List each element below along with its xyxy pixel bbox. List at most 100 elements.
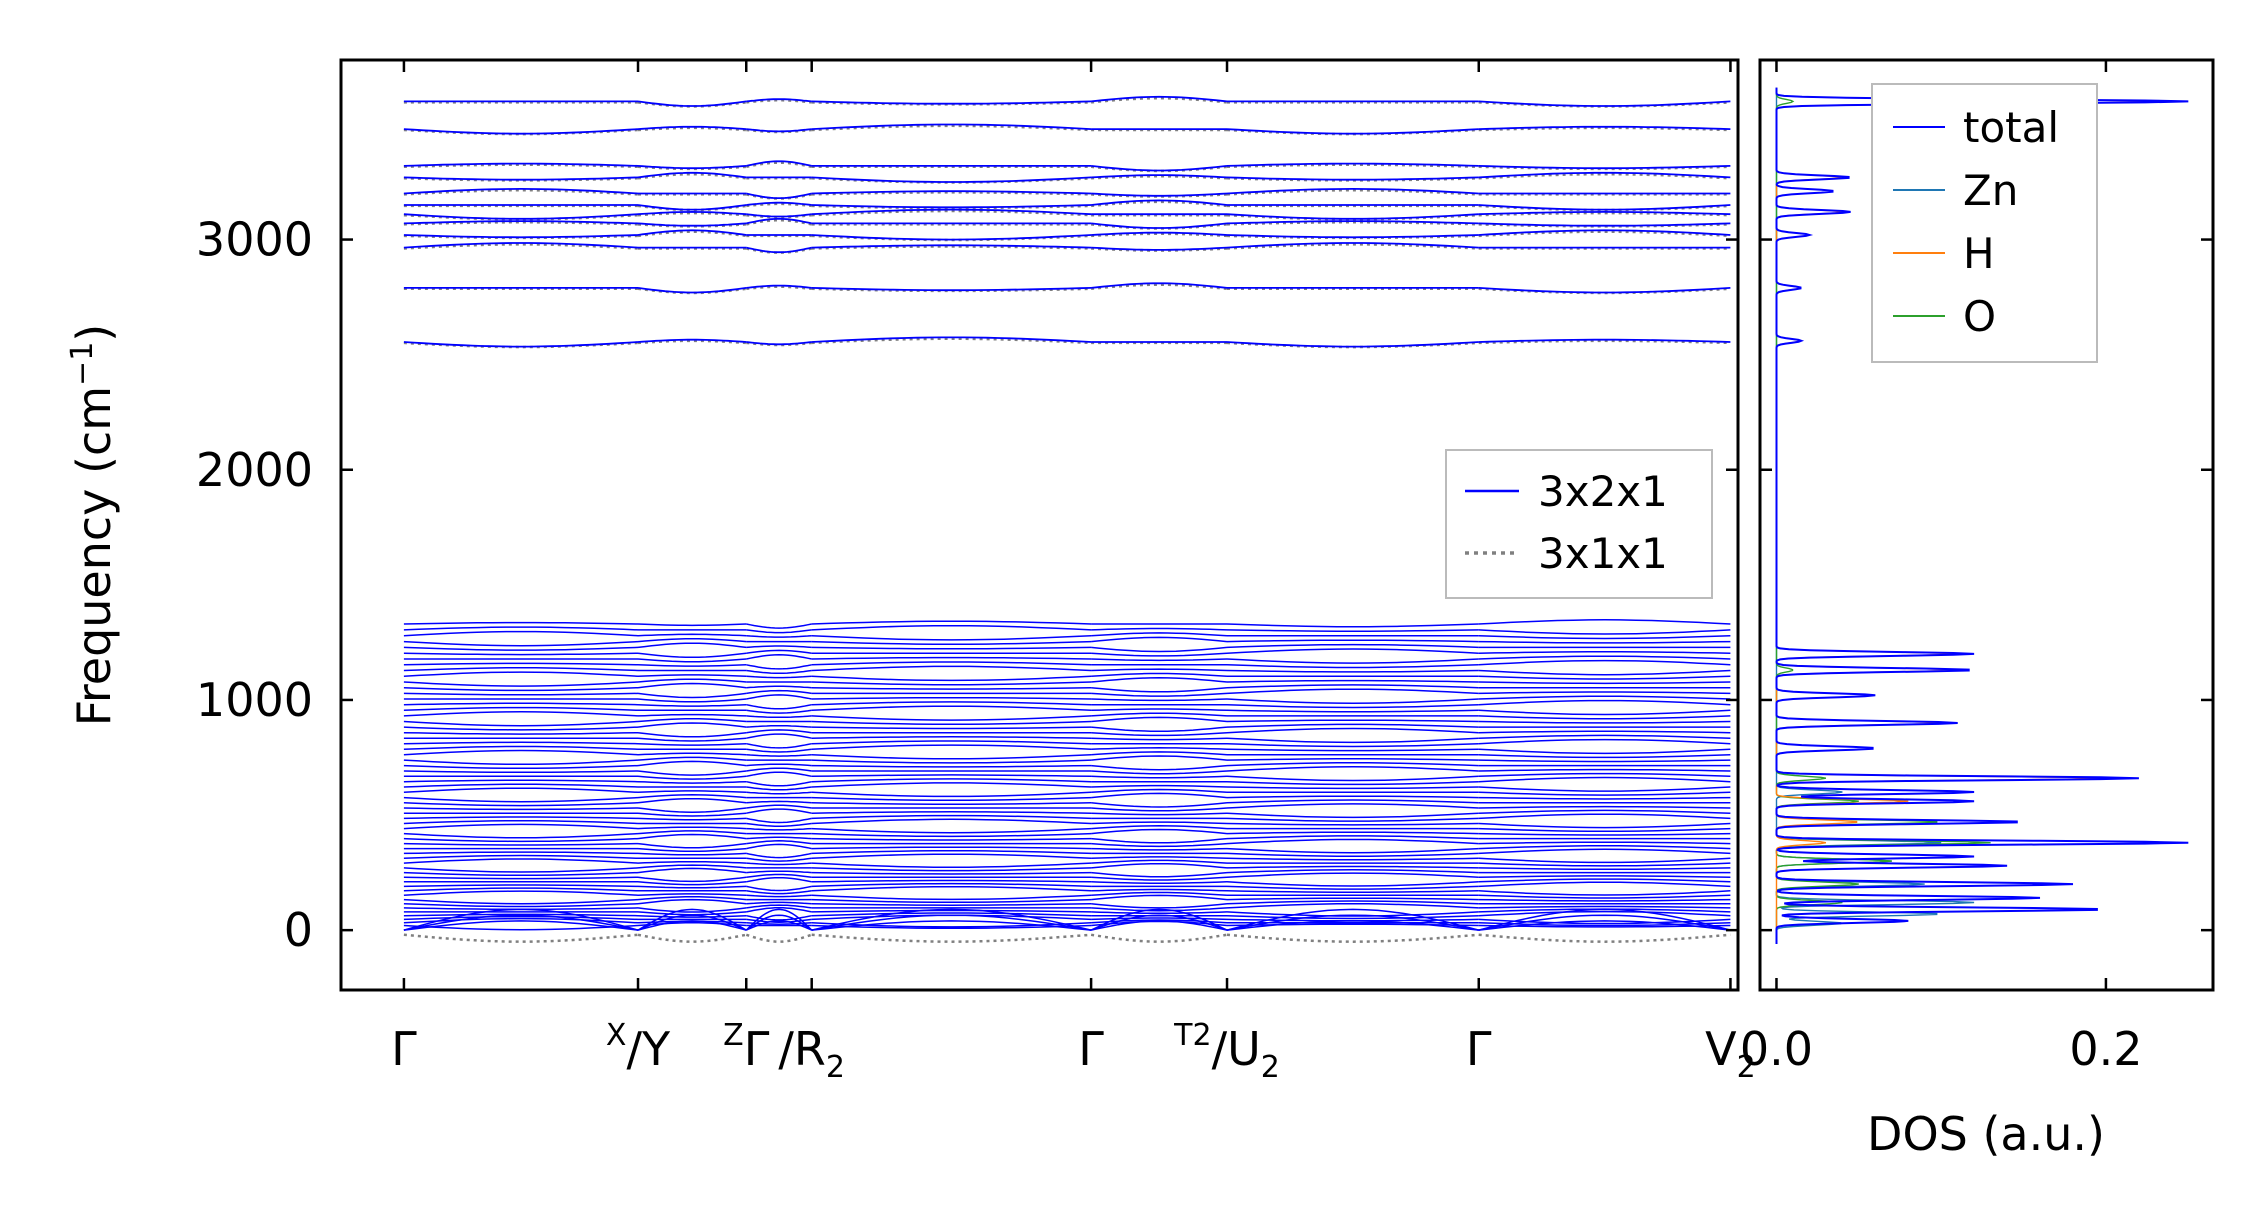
band-line-3x2x1 [1478, 898, 1731, 902]
band-line-3x2x1 [1091, 842, 1228, 848]
band-line-3x2x1 [1091, 246, 1228, 251]
band-line-3x2x1 [811, 675, 1092, 682]
band-line-3x2x1 [1478, 640, 1731, 644]
band-line-3x2x1 [1226, 881, 1479, 887]
band-line-3x2x1 [811, 705, 1092, 712]
band-line-3x2x1 [1091, 751, 1228, 756]
band-line-3x2x1 [746, 827, 812, 831]
band-line-3x2x1 [1478, 867, 1731, 871]
band-line-3x2x1 [746, 709, 812, 714]
band-line-3x2x1 [637, 842, 747, 849]
band-line-3x2x1 [811, 837, 1092, 841]
band-line-3x2x1 [403, 816, 639, 820]
band-line-3x2x1 [1478, 619, 1731, 625]
band-line-3x2x1 [811, 715, 1092, 721]
band-line-3x2x1 [1226, 623, 1479, 628]
band-line-3x2x1 [403, 823, 639, 830]
band-line-3x2x1 [1226, 737, 1479, 744]
band-line-3x2x1 [1226, 831, 1479, 835]
band-line-3x2x1 [811, 234, 1092, 241]
band-line-3x2x1 [403, 908, 639, 931]
band-line-3x2x1 [1478, 738, 1731, 745]
band-line-3x2x1 [1091, 737, 1228, 741]
band-line-3x2x1 [403, 764, 639, 770]
band-line-3x2x1 [403, 898, 639, 905]
band-line-3x2x1 [637, 287, 747, 294]
band-line-3x2x1 [1478, 848, 1731, 855]
band-line-3x2x1 [1478, 730, 1731, 734]
band-line-3x2x1 [403, 779, 639, 783]
band-y-tick-label: 3000 [196, 213, 313, 267]
band-line-3x2x1 [746, 733, 812, 739]
band-structure-panel: 0 1000 2000 3000 Frequency (cm−1) Γ X/Y ZΓ/R2… [65, 58, 1756, 1085]
band-line-3x2x1 [1091, 165, 1228, 172]
band-line-3x2x1 [811, 920, 1092, 931]
band-line-3x2x1 [1091, 792, 1228, 799]
band-line-3x2x1 [1091, 821, 1228, 825]
band-line-3x2x1 [1478, 753, 1731, 759]
band-line-3x2x1 [637, 204, 747, 211]
band-axis-ticks [341, 60, 1738, 990]
band-line-3x2x1 [1226, 812, 1479, 819]
band-line-3x2x1 [1478, 822, 1731, 829]
band-line-3x2x1 [1091, 636, 1228, 643]
band-line-3x2x1 [811, 903, 1092, 906]
band-line-3x2x1 [637, 794, 747, 799]
band-line-3x2x1 [811, 853, 1092, 860]
band-line-3x2x1 [637, 914, 747, 931]
band-line-3x2x1 [1091, 627, 1228, 631]
band-line-3x2x1 [403, 671, 639, 678]
band-line-3x2x1 [403, 666, 639, 672]
band-line-3x2x1 [811, 740, 1092, 745]
band-line-3x2x1 [1226, 762, 1479, 767]
band-line-3x2x1 [1226, 128, 1479, 135]
band-line-3x2x1 [1091, 917, 1228, 921]
band-line-3x2x1 [1226, 688, 1479, 695]
band-line-3x2x1 [811, 287, 1092, 292]
band-line-3x2x1 [746, 629, 812, 634]
band-line-3x2x1 [1478, 813, 1731, 820]
band-line-3x2x1 [403, 749, 639, 756]
band-line-3x2x1 [1226, 803, 1479, 809]
band-line-3x2x1 [403, 646, 639, 651]
band-line-3x2x1 [637, 698, 747, 703]
band-line-3x1x1 [1478, 339, 1731, 345]
band-line-3x2x1 [1091, 807, 1228, 812]
kpoint-label: V2 [1705, 1022, 1756, 1085]
band-line-3x2x1 [1226, 780, 1479, 786]
band-line-3x2x1 [746, 98, 812, 103]
band-line-3x2x1 [746, 703, 812, 710]
band-line-3x2x1 [637, 692, 747, 699]
band-line-3x2x1 [746, 767, 812, 772]
band-line-3x2x1 [1478, 748, 1731, 755]
band-line-3x2x1 [403, 783, 639, 788]
band-line-3x2x1 [1226, 187, 1479, 195]
band-line-3x2x1 [1226, 648, 1479, 654]
band-line-3x2x1 [811, 204, 1092, 209]
band-line-3x2x1 [811, 867, 1092, 872]
band-line-3x2x1 [1226, 795, 1479, 799]
band-line-3x2x1 [1091, 770, 1228, 775]
band-line-3x2x1 [1478, 920, 1731, 931]
band-line-3x2x1 [746, 192, 812, 199]
band-line-3x2x1 [1478, 772, 1731, 778]
band-line-3x2x1 [1478, 338, 1731, 343]
band-line-3x2x1 [1091, 888, 1228, 892]
band-line-3x1x1 [1226, 163, 1479, 169]
band-line-3x2x1 [1091, 199, 1228, 206]
band-line-3x2x1 [1478, 681, 1731, 685]
band-line-3x2x1 [1226, 857, 1479, 861]
band-line-3x2x1 [1478, 100, 1731, 107]
band-line-3x2x1 [746, 284, 812, 289]
band-line-3x2x1 [811, 176, 1092, 183]
band-line-3x2x1 [811, 849, 1092, 855]
band-line-3x2x1 [811, 818, 1092, 825]
band-line-3x2x1 [811, 782, 1092, 788]
band-line-3x2x1 [1478, 720, 1731, 724]
dos-line-total [1775, 87, 2189, 944]
band-line-3x2x1 [403, 867, 639, 873]
legend-label-total: total [1963, 103, 2059, 152]
band-line-3x2x1 [637, 165, 747, 170]
band-line-3x2x1 [403, 626, 639, 631]
band-line-3x2x1 [403, 621, 639, 625]
